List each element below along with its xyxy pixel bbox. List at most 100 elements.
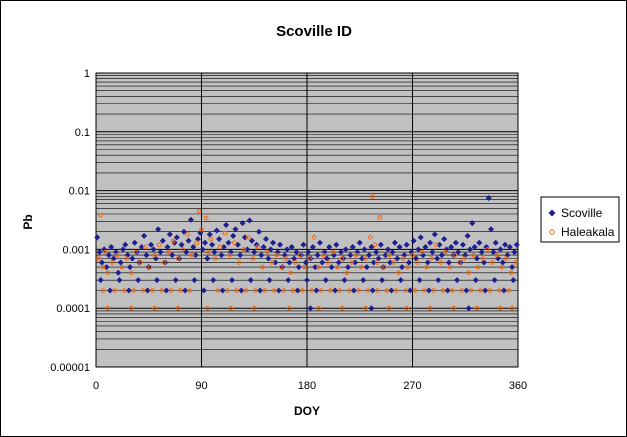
scoville-point <box>434 255 441 262</box>
scoville-point <box>443 246 450 253</box>
haleakala-point <box>302 264 307 270</box>
haleakala-point <box>471 252 476 258</box>
scoville-point <box>466 246 473 253</box>
legend: Scoville Haleakala <box>540 196 620 243</box>
scoville-point <box>407 287 414 294</box>
haleakala-point <box>363 256 368 261</box>
scoville-point <box>491 277 498 284</box>
haleakala-point <box>427 305 433 311</box>
scoville-point <box>452 239 459 246</box>
scoville-point <box>482 287 489 294</box>
scoville-point <box>251 249 258 256</box>
scoville-point <box>422 243 429 250</box>
scoville-point <box>213 227 220 234</box>
scoville-point <box>379 277 386 284</box>
legend-haleakala-marker <box>549 229 555 235</box>
haleakala-point <box>133 249 139 255</box>
scoville-point <box>341 277 348 284</box>
scoville-point <box>119 246 126 253</box>
haleakala-point <box>274 252 279 258</box>
haleakala-point <box>475 264 481 270</box>
haleakala-point <box>335 264 340 270</box>
scoville-point <box>277 241 284 248</box>
haleakala-point <box>100 288 106 293</box>
haleakala-point <box>281 288 286 293</box>
x-tick-label: 90 <box>195 380 207 392</box>
y-tick-label: 1 <box>84 68 90 80</box>
scoville-point <box>260 243 267 250</box>
scoville-point <box>377 241 384 248</box>
scoville-point <box>396 243 403 250</box>
scoville-point <box>323 255 330 262</box>
haleakala-point <box>166 249 171 255</box>
haleakala-point <box>474 305 480 311</box>
haleakala-point <box>384 288 390 293</box>
scoville-point <box>258 252 265 259</box>
haleakala-point <box>368 235 373 240</box>
haleakala-point <box>208 236 214 242</box>
haleakala-point <box>480 256 486 261</box>
scoville-point <box>394 255 401 262</box>
haleakala-point <box>149 288 155 293</box>
scoville-point <box>473 255 480 262</box>
scoville-point <box>352 259 359 266</box>
haleakala-point <box>489 260 495 265</box>
haleakala-point <box>325 260 331 265</box>
haleakala-point <box>403 288 408 293</box>
haleakala-point <box>485 247 490 252</box>
haleakala-point <box>140 288 146 293</box>
scoville-point <box>183 249 190 256</box>
scoville-point <box>153 277 160 284</box>
scoville-point <box>471 243 478 250</box>
legend-box <box>540 196 620 243</box>
scoville-point <box>389 249 396 256</box>
haleakala-point <box>251 305 257 311</box>
haleakala-point <box>124 256 129 261</box>
haleakala-point <box>168 288 174 293</box>
scoville-point <box>117 259 124 266</box>
scoville-point <box>253 241 260 248</box>
scoville-point <box>500 287 507 294</box>
scoville-point <box>427 239 434 246</box>
haleakala-point <box>431 288 436 293</box>
scoville-point <box>216 236 223 243</box>
scoville-point <box>159 237 166 244</box>
haleakala-point <box>253 288 258 293</box>
haleakala-point <box>508 270 514 276</box>
haleakala-point <box>215 288 221 293</box>
haleakala-point <box>157 242 162 248</box>
haleakala-point <box>152 305 157 311</box>
haleakala-point <box>316 305 322 311</box>
scoville-point <box>105 252 112 259</box>
haleakala-point <box>321 252 326 258</box>
scoville-point <box>237 252 244 259</box>
haleakala-point <box>506 288 511 293</box>
haleakala-point <box>386 252 392 258</box>
scoville-point <box>166 231 173 238</box>
haleakala-point <box>159 288 164 293</box>
haleakala-point <box>353 252 359 258</box>
haleakala-point <box>227 252 232 258</box>
scoville-point <box>228 277 235 284</box>
scoville-point <box>284 246 291 253</box>
scoville-point <box>164 243 171 250</box>
haleakala-point <box>339 256 345 261</box>
scoville-point <box>398 264 405 271</box>
haleakala-point <box>138 260 143 265</box>
scoville-point <box>445 259 452 266</box>
scoville-point <box>415 246 422 253</box>
legend-scoville-label: Scoville <box>561 206 603 220</box>
y-tick-label: 0.01 <box>69 186 90 198</box>
haleakala-point <box>400 256 406 261</box>
scoville-point <box>373 249 380 256</box>
haleakala-point <box>196 208 202 214</box>
scoville-point <box>218 252 225 259</box>
haleakala-point <box>307 256 312 261</box>
haleakala-point <box>412 288 418 293</box>
haleakala-point <box>121 288 127 293</box>
scoville-point <box>319 259 326 266</box>
haleakala-point <box>421 288 427 293</box>
scoville-point <box>366 252 373 259</box>
scoville-point <box>285 277 292 284</box>
scoville-point <box>172 277 179 284</box>
